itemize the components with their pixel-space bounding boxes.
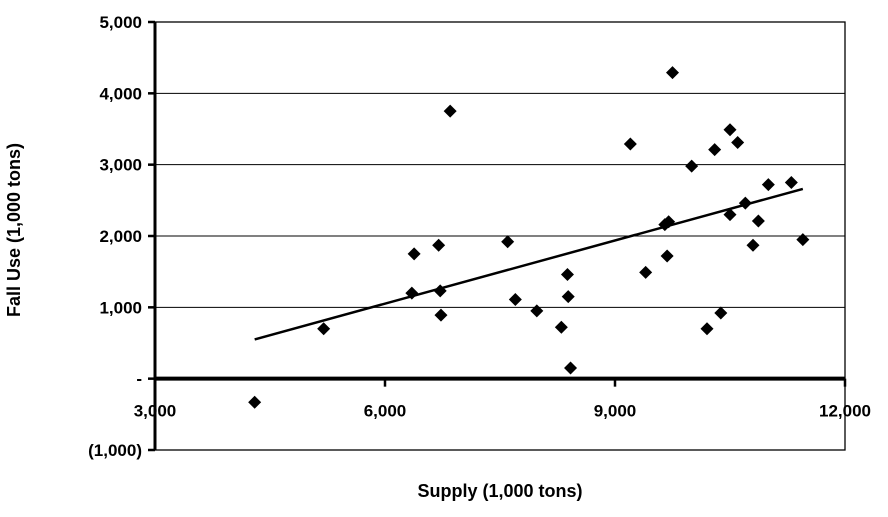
x-tick-label: 6,000 (364, 402, 407, 421)
x-tick-label: 3,000 (134, 402, 177, 421)
data-point (738, 196, 752, 210)
x-tick-labels: 3,000 6,000 9,000 12,000 (134, 402, 871, 421)
data-point (784, 176, 798, 189)
y-tick-label: 5,000 (99, 13, 142, 32)
data-point (561, 290, 575, 304)
data-point (317, 322, 331, 336)
data-point (662, 215, 676, 229)
x-tick-label: 12,000 (819, 402, 871, 421)
data-point (723, 123, 737, 137)
data-point (623, 137, 637, 151)
y-tick-label: - (136, 370, 142, 389)
data-point (433, 284, 447, 298)
data-point (660, 249, 674, 263)
data-point (434, 308, 448, 322)
data-point (248, 395, 262, 409)
data-point (407, 247, 421, 261)
data-point (731, 136, 745, 150)
data-points (248, 66, 810, 409)
y-tick-label: 4,000 (99, 84, 142, 103)
data-point (714, 306, 728, 320)
data-point (560, 268, 574, 282)
gridlines (155, 92, 845, 308)
data-point (751, 214, 765, 228)
data-point (554, 320, 568, 334)
trendline (254, 187, 804, 341)
y-tick-label: (1,000) (88, 441, 142, 460)
y-tick-labels: (1,000) - 1,000 2,000 3,000 4,000 5,000 (88, 13, 142, 460)
y-tick-label: 1,000 (99, 298, 142, 317)
data-point (501, 235, 515, 249)
y-axis-ticks (148, 20, 155, 452)
data-point (443, 104, 457, 118)
y-axis-title: Fall Use (1,000 tons) (4, 143, 24, 317)
data-point (723, 208, 737, 222)
data-point (746, 238, 760, 252)
data-point (639, 265, 653, 279)
x-axis-ticks (153, 378, 847, 387)
data-point (432, 238, 446, 252)
data-point (530, 304, 544, 318)
data-point (666, 66, 679, 80)
data-point (685, 159, 699, 173)
data-point (708, 143, 722, 157)
data-point (700, 322, 714, 336)
data-point (564, 361, 578, 375)
x-axis-title: Supply (1,000 tons) (417, 481, 582, 501)
data-point (761, 178, 775, 192)
data-point (508, 292, 522, 306)
x-tick-label: 9,000 (594, 402, 637, 421)
data-point (796, 233, 810, 247)
y-tick-label: 2,000 (99, 227, 142, 246)
y-tick-label: 3,000 (99, 156, 142, 175)
data-point (405, 286, 419, 300)
